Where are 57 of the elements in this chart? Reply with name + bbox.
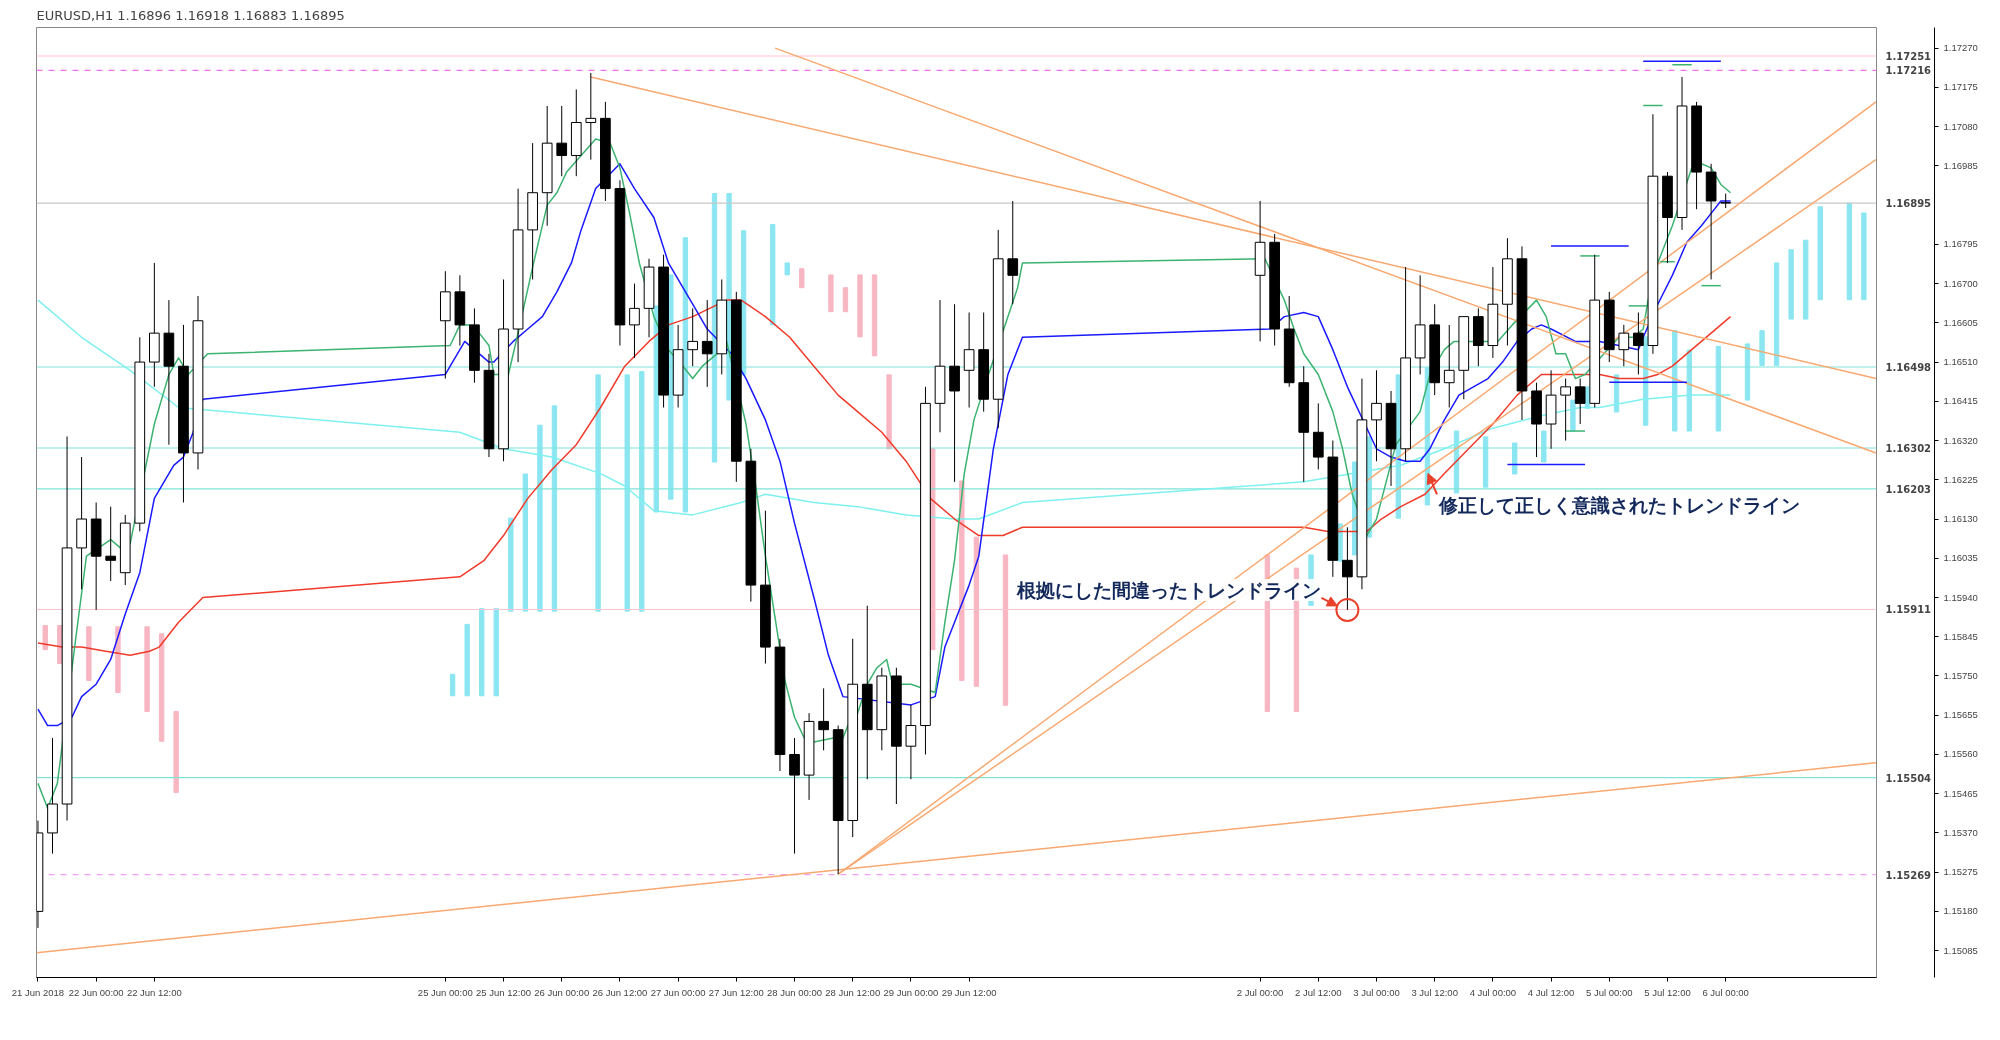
ref-line-label: 1.15269	[1885, 869, 1932, 881]
x-tick-label: 22 Jun 00:00	[68, 986, 124, 998]
y-tick-label: 1.15560	[1943, 748, 1978, 760]
y-tick-label: 1.15370	[1943, 826, 1978, 838]
x-tick-label: 3 Jul 12:00	[1411, 986, 1458, 998]
x-tick-label: 25 Jun 12:00	[476, 986, 531, 998]
ref-line-label: 1.16895	[1885, 198, 1932, 210]
x-tick-label: 4 Jul 00:00	[1469, 986, 1517, 998]
ref-line-label: 1.16498	[1885, 362, 1932, 374]
y-tick-label: 1.16225	[1943, 473, 1978, 485]
x-tick-label: 26 Jun 00:00	[534, 986, 590, 998]
ref-line-label: 1.15911	[1885, 604, 1932, 616]
annotation: 根拠にした間違ったトレンドライン	[1016, 578, 1322, 601]
ref-line-label: 1.16203	[1885, 483, 1932, 495]
x-tick-label: 3 Jul 00:00	[1353, 986, 1400, 998]
x-tick-label: 27 Jun 00:00	[650, 986, 706, 998]
annotation: 修正して正しく意識されたトレンドライン	[1437, 494, 1800, 517]
chart-title: EURUSD,H1 1.16896 1.16918 1.16883 1.16895	[36, 7, 345, 23]
x-tick-label: 5 Jul 00:00	[1586, 986, 1633, 998]
y-tick-label: 1.15750	[1943, 669, 1978, 681]
x-tick-label: 22 Jun 12:00	[126, 986, 182, 998]
y-tick-label: 1.15085	[1943, 944, 1978, 956]
y-tick-label: 1.15655	[1943, 709, 1978, 721]
x-tick-label: 27 Jun 12:00	[708, 986, 764, 998]
x-tick-label: 28 Jun 00:00	[767, 986, 822, 998]
y-tick-label: 1.15180	[1943, 905, 1978, 917]
ref-line-label: 1.16302	[1885, 442, 1932, 454]
y-tick-label: 1.15465	[1943, 787, 1978, 799]
x-tick-label: 29 Jun 00:00	[883, 986, 939, 998]
y-tick-label: 1.15940	[1943, 591, 1978, 603]
x-tick-label: 26 Jun 12:00	[592, 986, 648, 998]
y-tick-label: 1.15845	[1943, 630, 1978, 642]
x-tick-label: 4 Jul 12:00	[1527, 986, 1575, 998]
x-tick-label: 5 Jul 12:00	[1644, 986, 1691, 998]
y-tick-label: 1.16700	[1943, 277, 1978, 289]
ref-line-label: 1.15504	[1885, 772, 1932, 784]
y-tick-label: 1.16510	[1943, 356, 1978, 368]
y-tick-label: 1.16415	[1943, 395, 1978, 407]
y-tick-label: 1.17270	[1943, 42, 1978, 54]
x-tick-label: 2 Jul 12:00	[1295, 986, 1342, 998]
y-tick-label: 1.16320	[1943, 434, 1978, 446]
x-tick-label: 21 Jun 2018	[11, 986, 65, 998]
x-tick-label: 6 Jul 00:00	[1702, 986, 1749, 998]
y-tick-label: 1.16035	[1943, 552, 1978, 564]
ref-line-label: 1.17251	[1885, 51, 1932, 62]
y-tick-label: 1.16985	[1943, 159, 1978, 171]
ref-line-label: 1.17216	[1885, 65, 1932, 77]
y-tick-label: 1.16130	[1943, 513, 1978, 525]
y-tick-label: 1.16605	[1943, 316, 1978, 328]
x-tick-label: 29 Jun 12:00	[941, 986, 997, 998]
y-tick-label: 1.15275	[1943, 866, 1978, 878]
y-tick-label: 1.17175	[1943, 81, 1978, 93]
x-tick-label: 28 Jun 12:00	[825, 986, 881, 998]
y-tick-label: 1.16795	[1943, 238, 1978, 250]
x-tick-label: 2 Jul 00:00	[1236, 986, 1284, 998]
y-tick-label: 1.17080	[1943, 120, 1978, 132]
x-tick-label: 25 Jun 00:00	[417, 986, 473, 998]
